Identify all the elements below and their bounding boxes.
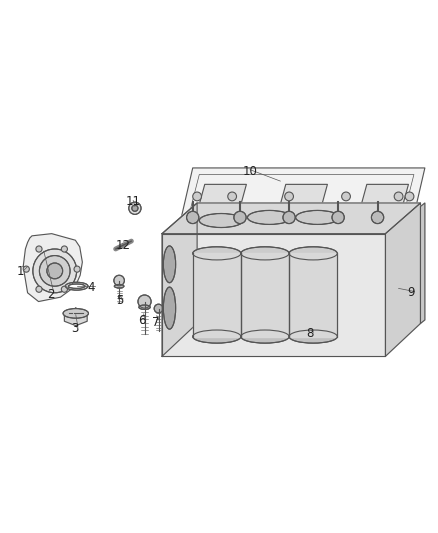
Circle shape xyxy=(285,192,293,201)
Circle shape xyxy=(332,211,344,223)
Text: 8: 8 xyxy=(307,327,314,340)
Circle shape xyxy=(61,286,67,292)
Text: 11: 11 xyxy=(126,195,141,208)
Circle shape xyxy=(47,263,63,279)
Text: 4: 4 xyxy=(88,281,95,294)
Ellipse shape xyxy=(199,214,243,228)
Circle shape xyxy=(33,249,77,293)
Polygon shape xyxy=(289,253,337,336)
Ellipse shape xyxy=(63,309,88,318)
Circle shape xyxy=(74,266,80,272)
Ellipse shape xyxy=(289,330,337,343)
Circle shape xyxy=(39,255,70,286)
Polygon shape xyxy=(193,253,241,336)
Ellipse shape xyxy=(114,285,124,288)
Circle shape xyxy=(154,304,163,313)
Polygon shape xyxy=(385,203,420,356)
Circle shape xyxy=(193,192,201,201)
Ellipse shape xyxy=(193,247,241,260)
Text: 12: 12 xyxy=(116,239,131,252)
Circle shape xyxy=(132,205,138,211)
Ellipse shape xyxy=(163,246,176,282)
Circle shape xyxy=(234,211,246,223)
Polygon shape xyxy=(64,308,87,326)
Circle shape xyxy=(36,286,42,292)
Circle shape xyxy=(228,192,237,201)
Ellipse shape xyxy=(289,247,337,260)
Text: 7: 7 xyxy=(152,316,160,329)
Polygon shape xyxy=(198,184,246,208)
Polygon shape xyxy=(360,184,408,208)
Polygon shape xyxy=(241,253,289,336)
Circle shape xyxy=(405,192,414,201)
Polygon shape xyxy=(162,203,420,233)
Polygon shape xyxy=(162,233,385,356)
Ellipse shape xyxy=(139,305,150,310)
Polygon shape xyxy=(420,203,425,324)
Circle shape xyxy=(394,192,403,201)
Circle shape xyxy=(23,266,29,272)
Circle shape xyxy=(342,192,350,201)
Text: 2: 2 xyxy=(47,288,54,301)
Ellipse shape xyxy=(193,330,241,343)
Polygon shape xyxy=(180,168,425,225)
Circle shape xyxy=(129,202,141,214)
Text: 3: 3 xyxy=(71,322,78,335)
Circle shape xyxy=(138,295,151,308)
Ellipse shape xyxy=(296,211,339,224)
Circle shape xyxy=(283,211,295,223)
Text: 6: 6 xyxy=(138,314,145,327)
Ellipse shape xyxy=(241,247,289,260)
Ellipse shape xyxy=(247,211,291,224)
Circle shape xyxy=(371,211,384,223)
Ellipse shape xyxy=(241,330,289,343)
Polygon shape xyxy=(279,184,328,208)
Circle shape xyxy=(187,211,199,223)
Circle shape xyxy=(36,246,42,252)
Text: 10: 10 xyxy=(243,165,258,177)
Circle shape xyxy=(61,246,67,252)
Ellipse shape xyxy=(65,282,88,290)
Text: 5: 5 xyxy=(116,294,124,306)
Ellipse shape xyxy=(163,287,176,329)
Text: 1: 1 xyxy=(17,265,24,278)
Polygon shape xyxy=(23,233,82,302)
Ellipse shape xyxy=(68,284,85,288)
Circle shape xyxy=(114,275,124,286)
Text: 9: 9 xyxy=(407,286,415,300)
Polygon shape xyxy=(162,203,197,356)
